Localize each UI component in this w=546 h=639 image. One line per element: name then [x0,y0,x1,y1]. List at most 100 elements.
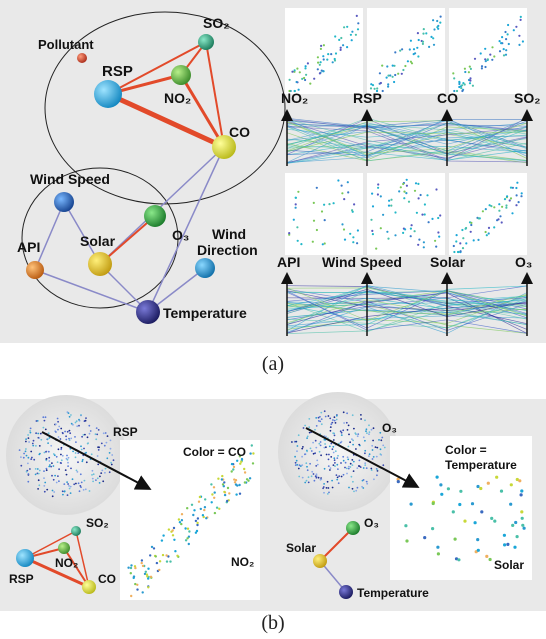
scatter-point [252,452,255,455]
cloud-point [334,462,336,464]
mini-node-solar[interactable] [313,554,327,568]
label-no2: NO₂ [164,90,191,106]
scatter-row-bottom [285,173,527,255]
cloud-point [298,475,301,478]
pcp-line [286,126,528,162]
scatter-point [394,234,397,237]
scatter-point [351,209,354,212]
node-solar[interactable] [88,252,112,276]
cloud-point [309,447,312,450]
scatter-point [381,64,384,67]
cloud-point [325,487,328,489]
scatter-point [312,201,315,204]
node-so2[interactable] [198,34,214,50]
cloud-point [376,474,378,477]
cloud-point [77,482,80,485]
scatter-point [409,39,412,42]
cloud-point [329,426,332,428]
cloud-point [60,427,63,430]
node-co[interactable] [212,135,236,159]
scatter-point [187,535,191,538]
cloud-point [333,416,336,419]
cloud-point [45,457,48,460]
scatter-point [184,539,188,542]
scatter-point [453,537,457,541]
cloud-point [326,493,329,495]
cloud-point [35,445,37,447]
mini-node-no2[interactable] [58,542,70,554]
scatter-point [130,564,133,567]
cloud-point [38,484,41,487]
cloud-point [96,433,99,436]
scatter-point [303,76,306,80]
cloud-point [320,423,323,426]
cloud-point [332,439,335,441]
mini-node-co[interactable] [82,580,96,594]
scatter-point [322,70,325,73]
mini-node-o3[interactable] [346,521,360,535]
scatter-point [291,70,294,73]
scatter-point [416,46,419,49]
scatter-point [323,203,326,206]
scatter-point [319,61,322,64]
pcp-line [286,289,528,317]
scatter-point [503,543,507,547]
cloud-point [75,469,78,472]
cloud-point [51,489,54,492]
cloud-point [329,469,331,471]
node-wind-direction[interactable] [195,258,215,278]
cloud-point [72,450,74,453]
pcp-line [286,291,528,314]
node-api[interactable] [26,261,44,279]
cloud-point [68,487,71,490]
cloud-point [51,495,54,498]
mini-node-so2[interactable] [71,526,81,536]
scatter-point [472,239,475,242]
scatter-point [371,205,375,208]
cloud-point [68,439,71,441]
node-rsp[interactable] [94,80,122,108]
cloud-point [342,473,345,476]
scatter-point [239,462,242,465]
cloud-point [69,432,72,435]
cloud-point [96,455,99,457]
node-temperature[interactable] [136,300,160,324]
cloud-point [63,490,66,493]
scatter-point [468,82,472,85]
cloud-point [62,493,64,496]
scatter-point [498,209,501,212]
scatter-point [399,186,402,189]
mini-node-rsp[interactable] [16,549,34,567]
mini-edge-solar-o3 [319,527,354,562]
cloud-point [25,438,27,440]
cloud-point [60,448,63,451]
cloud-point [53,491,56,493]
pcp-line [286,285,528,325]
scatter-point [520,510,524,514]
node-o3[interactable] [144,205,166,227]
scatter-point [461,84,464,87]
mini-node-temperature[interactable] [339,585,353,599]
cloud-point [349,466,352,468]
scatter-point [408,48,411,51]
label-pollutant: Pollutant [38,37,94,52]
edge-rsp-so2 [107,41,207,95]
cloud-point [85,451,87,454]
scatter-point [379,227,382,230]
cloud-point [349,462,352,465]
scatter-point [346,181,349,184]
scatter-point [355,14,358,17]
cloud-point [336,476,339,479]
cloud-point [39,432,42,435]
scatter-point [509,502,513,506]
scatter-point [488,557,492,562]
cloud-point [317,416,320,419]
scatter-point [501,36,504,39]
cloud-point [43,490,46,493]
panel-b-right: O₃ Color = Temperature Solar O₃ Solar Te… [278,392,532,600]
cloud-point [47,432,50,435]
node-pollutant[interactable] [77,53,87,63]
node-no2[interactable] [171,65,191,85]
cloud-point [327,415,330,417]
node-wind-speed[interactable] [54,192,74,212]
